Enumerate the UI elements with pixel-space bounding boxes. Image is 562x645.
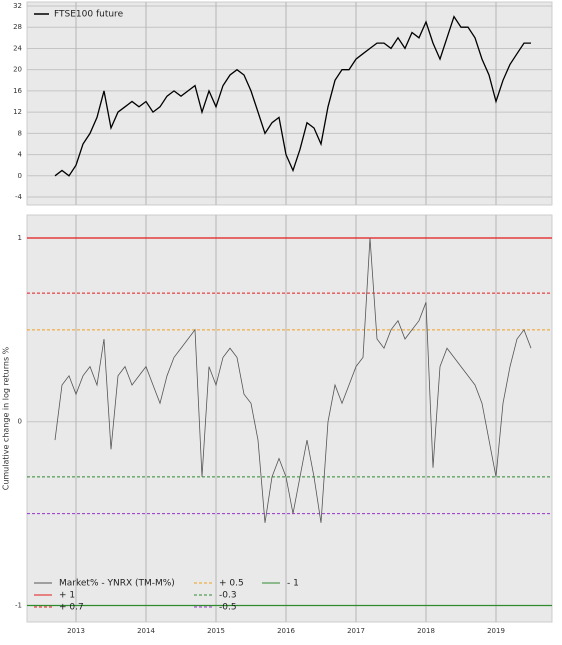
y-tick-label: -1	[15, 601, 22, 609]
y-tick-label: 8	[18, 129, 22, 137]
legend-label: -0.3	[219, 591, 237, 601]
legend: Market% - YNRX (TM-M%) + 1 + 0.7 + 0.5 -0.3 -…	[34, 579, 299, 613]
legend-label: - 1	[287, 579, 299, 589]
y-tick-label: 4	[18, 151, 23, 159]
y-tick-label: 24	[13, 44, 22, 52]
y-tick-label: 0	[18, 172, 22, 180]
plot-area	[26, 1, 553, 206]
legend-label: FTSE100 future	[54, 10, 124, 20]
x-tick-label: 2017	[347, 627, 365, 635]
y-tick-label: 32	[13, 2, 22, 10]
legend-label: + 0.5	[219, 579, 244, 589]
legend: FTSE100 future	[34, 10, 124, 20]
x-tick-label: 2015	[207, 627, 225, 635]
legend-label: -0.5	[219, 603, 237, 613]
legend-label: + 0.7	[59, 603, 84, 613]
data-line	[54, 15, 531, 177]
x-tick-label: 2016	[277, 627, 295, 635]
plot-area	[26, 214, 553, 623]
y-tick-label: 0	[18, 418, 22, 426]
y-tick-label: 1	[18, 234, 22, 242]
legend-label: + 1	[59, 591, 75, 601]
y-tick-label: -4	[15, 193, 23, 201]
legend-label: Market% - YNRX (TM-M%)	[59, 579, 175, 589]
y-axis-label: Cumulative change in log returns %	[2, 346, 11, 490]
data-line	[54, 237, 532, 523]
x-tick-label: 2014	[137, 627, 155, 635]
y-tick-label: 28	[13, 23, 22, 31]
x-tick-label: 2019	[487, 627, 505, 635]
y-tick-label: 16	[13, 87, 22, 95]
y-tick-label: 12	[13, 108, 22, 116]
x-tick-label: 2013	[67, 627, 85, 635]
x-tick-label: 2018	[417, 627, 435, 635]
y-tick-label: 20	[13, 66, 22, 74]
